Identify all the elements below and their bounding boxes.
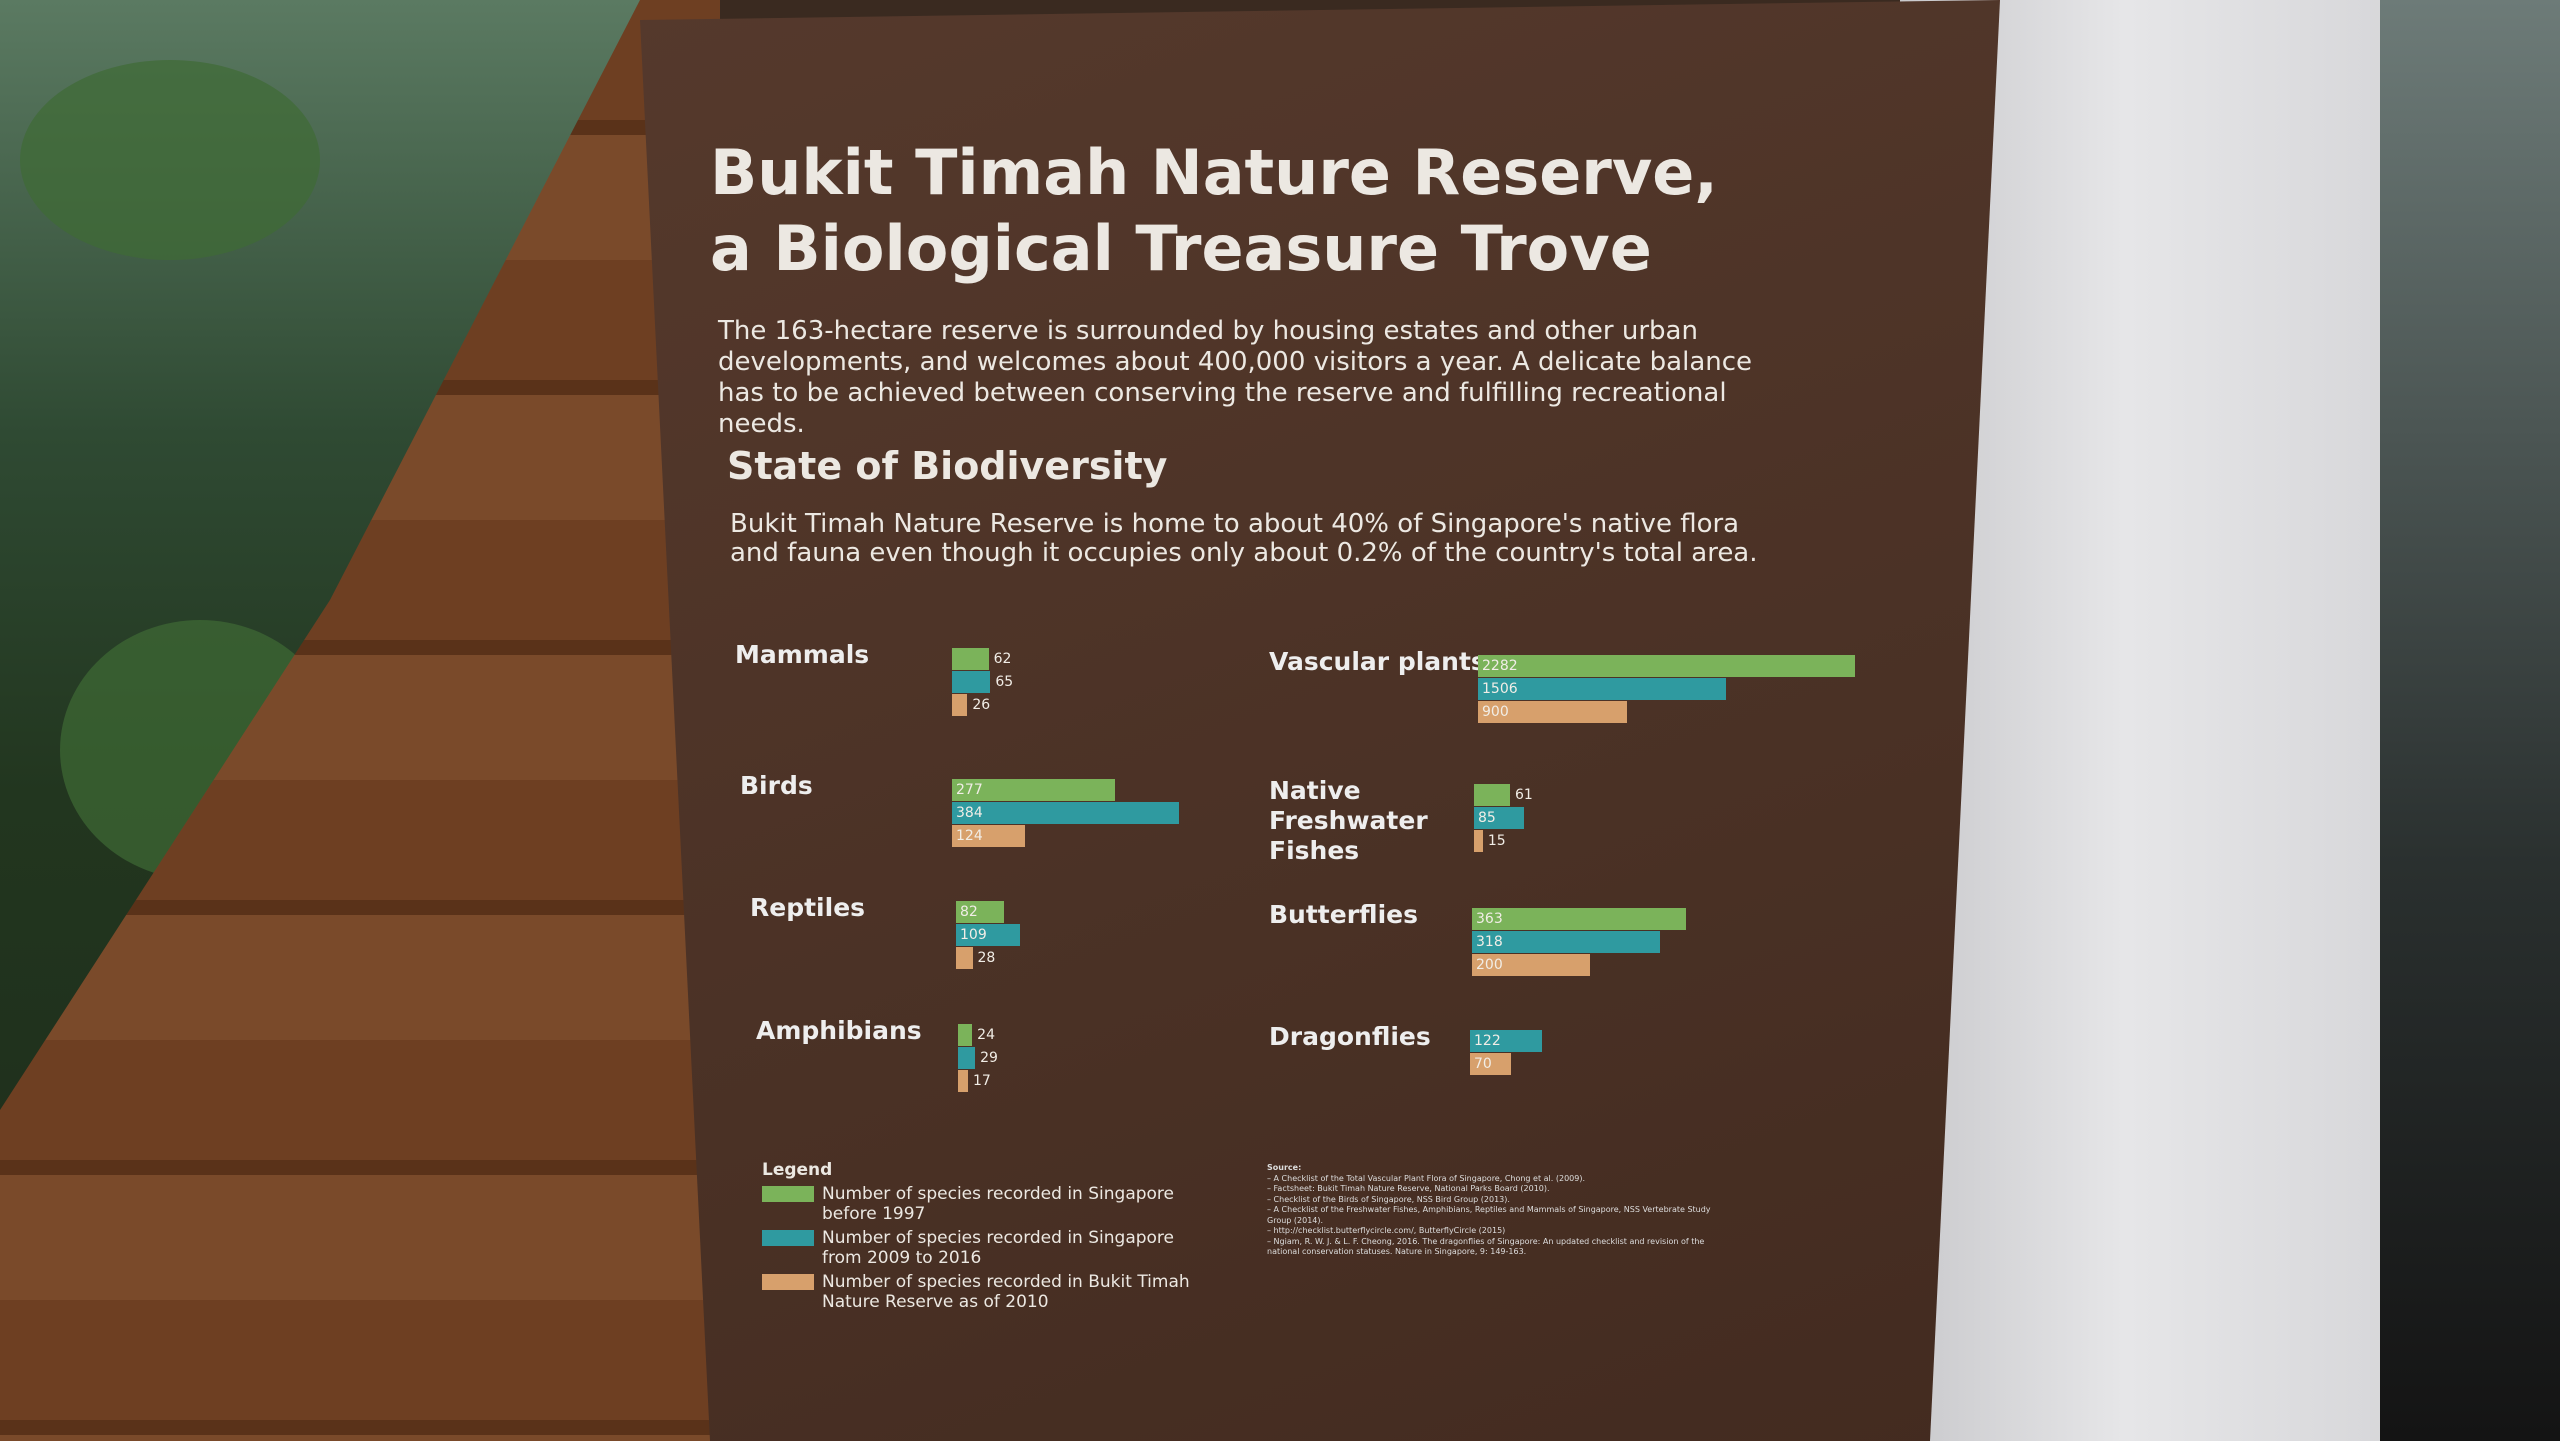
data-label: 109 <box>960 927 987 943</box>
data-label: 17 <box>973 1073 991 1089</box>
section-text: Bukit Timah Nature Reserve is home to ab… <box>730 509 1758 568</box>
legend-swatch <box>762 1274 814 1290</box>
category-label: Dragonflies <box>1269 1022 1431 1051</box>
bar <box>952 825 1026 847</box>
source-item: – A Checklist of the Total Vascular Plan… <box>1267 1173 1586 1183</box>
data-label: 24 <box>977 1027 995 1043</box>
data-label: 900 <box>1482 704 1509 720</box>
data-label: 28 <box>977 950 996 966</box>
category-label: Reptiles <box>750 893 866 922</box>
legend-swatch <box>762 1230 814 1246</box>
legend-item-btnr-2010: Number of species recorded in Bukit Tima… <box>762 1272 1202 1312</box>
bar <box>1478 701 1627 723</box>
data-label: 61 <box>1514 787 1533 803</box>
legend-title: Legend <box>762 1160 833 1180</box>
category-label: Amphibians <box>756 1016 922 1045</box>
bar <box>952 671 991 693</box>
data-label: 384 <box>956 805 983 821</box>
data-label: 15 <box>1487 833 1506 849</box>
intro-text: The 163-hectare reserve is surrounded by… <box>718 316 1753 439</box>
data-label: 2282 <box>1482 658 1518 674</box>
legend-item-2009-2016: Number of species recorded in Singapore … <box>762 1228 1202 1268</box>
bar <box>1478 655 1855 677</box>
legend-label: Number of species recorded in Singapore … <box>822 1228 1175 1268</box>
data-label: 29 <box>980 1050 998 1066</box>
data-label: 277 <box>956 782 983 798</box>
legend-item-before-1997: Number of species recorded in Singapore … <box>762 1184 1202 1224</box>
doorway <box>2380 0 2560 1441</box>
legend-swatch <box>762 1186 814 1202</box>
source-item: – http://checklist.butterflycircle.com/,… <box>1267 1226 1506 1235</box>
palm-leaves <box>20 60 320 260</box>
bar <box>1478 678 1727 700</box>
source-item: – Checklist of the Birds of Singapore, N… <box>1267 1194 1510 1204</box>
bar <box>1474 784 1510 806</box>
data-label: 26 <box>972 697 991 713</box>
panel-title: Bukit Timah Nature Reserve, a Biological… <box>710 135 1718 287</box>
bar <box>958 1070 969 1092</box>
data-label: 124 <box>956 828 983 844</box>
title-line-2: a Biological Treasure Trove <box>710 212 1652 285</box>
data-label: 318 <box>1476 934 1503 950</box>
bar <box>952 648 989 670</box>
category-label: Mammals <box>735 640 870 669</box>
source-list: Source: – A Checklist of the Total Vascu… <box>1267 1163 1737 1258</box>
legend-label: Number of species recorded in Singapore … <box>822 1184 1175 1224</box>
data-label: 82 <box>960 904 978 920</box>
bar <box>1472 908 1687 930</box>
data-label: 363 <box>1476 911 1503 927</box>
bar <box>1470 1053 1512 1075</box>
data-label: 85 <box>1478 810 1496 826</box>
source-title: Source: <box>1267 1163 1302 1172</box>
bar <box>956 947 973 969</box>
source-item: – Factsheet: Bukit Timah Nature Reserve,… <box>1267 1184 1550 1193</box>
category-label: Butterflies <box>1269 900 1418 929</box>
section-title: State of Biodiversity <box>727 444 1168 488</box>
category-label: Birds <box>740 771 813 800</box>
source-item: – A Checklist of the Freshwater Fishes, … <box>1267 1205 1711 1225</box>
bar <box>958 1047 976 1069</box>
bar <box>956 901 1005 923</box>
source-item: – Ngiam, R. W. J. & L. F. Cheong, 2016. … <box>1267 1236 1705 1257</box>
legend: Legend Number of species recorded in Sin… <box>762 1160 1202 1312</box>
data-label: 1506 <box>1482 681 1518 697</box>
bar <box>958 1024 973 1046</box>
bar <box>1470 1030 1542 1052</box>
data-label: 200 <box>1476 957 1503 973</box>
data-label: 62 <box>993 651 1012 667</box>
white-wall <box>1900 0 2460 1441</box>
bar <box>952 694 968 716</box>
bar <box>1472 954 1590 976</box>
info-panel <box>640 0 2000 1441</box>
category-label: Vascular plants <box>1269 647 1486 676</box>
bar <box>1472 931 1660 953</box>
bar <box>1474 807 1525 829</box>
data-label: 70 <box>1474 1056 1492 1072</box>
category-label: Native Freshwater Fishes <box>1269 776 1428 865</box>
data-label: 65 <box>995 674 1014 690</box>
title-line-1: Bukit Timah Nature Reserve, <box>710 136 1718 209</box>
legend-label: Number of species recorded in Bukit Tima… <box>822 1272 1190 1312</box>
data-label: 122 <box>1474 1033 1501 1049</box>
bar <box>1474 830 1483 852</box>
bar <box>952 779 1116 801</box>
bar <box>952 802 1179 824</box>
bar <box>956 924 1021 946</box>
